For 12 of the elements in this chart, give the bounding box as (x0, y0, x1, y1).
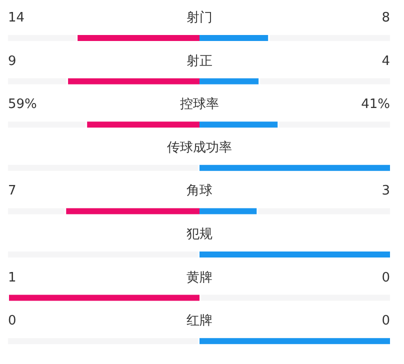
annotation: 7 (8, 184, 16, 199)
annotation: 4 (382, 54, 390, 69)
annotation: 9 (8, 54, 16, 69)
annotation: 8 (382, 10, 390, 26)
annotation: 0 (382, 314, 390, 329)
annotation: 0 (382, 270, 390, 286)
annotation: 3 (382, 184, 390, 199)
annotation: 1 (8, 270, 16, 286)
annotation: 41% (361, 97, 390, 112)
annotation: 59% (8, 97, 37, 112)
annotation: 0 (8, 314, 16, 329)
annotation: 14 (8, 10, 25, 26)
